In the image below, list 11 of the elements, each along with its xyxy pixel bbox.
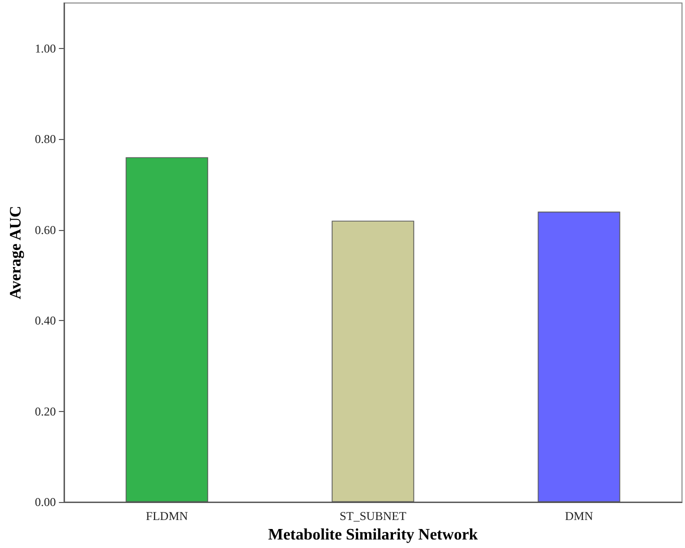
x-tick-label: FLDMN (146, 509, 188, 523)
y-tick-label: 0.20 (34, 404, 56, 418)
y-axis-title: Average AUC (8, 206, 24, 300)
y-tick-label: 0.80 (34, 132, 56, 146)
y-tick-label: 1.00 (34, 41, 56, 56)
y-tick-label: 0.40 (34, 314, 56, 328)
x-tick-label: ST_SUBNET (340, 509, 407, 523)
x-tick-label: DMN (564, 509, 594, 523)
y-tick-label: 0.00 (34, 495, 56, 509)
x-axis-title: Metabolite Similarity Network (268, 526, 478, 544)
y-tick-label: 0.60 (34, 222, 56, 237)
